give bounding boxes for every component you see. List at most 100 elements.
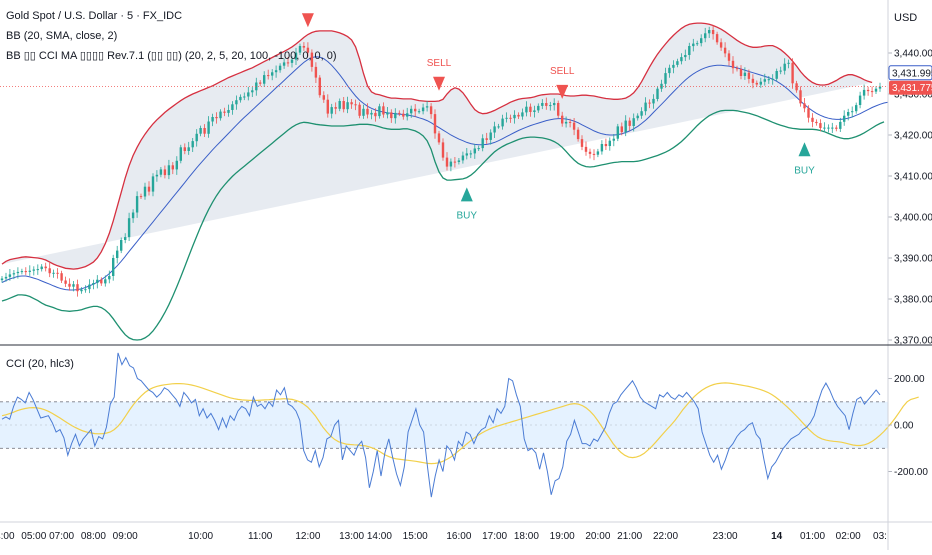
candle-body[interactable] [127,218,131,238]
candle-body[interactable] [747,72,751,79]
candle-body[interactable] [342,101,345,110]
candle-body[interactable] [620,126,623,133]
candle[interactable] [672,60,675,74]
candle-body[interactable] [477,148,480,150]
candle-body[interactable] [390,112,393,119]
candle-body[interactable] [676,61,679,65]
candle[interactable] [787,59,790,69]
candle[interactable] [755,80,758,88]
candle-body[interactable] [704,33,707,39]
candle[interactable] [362,104,365,119]
candle[interactable] [831,122,834,133]
candle[interactable] [378,103,381,119]
candle[interactable] [604,138,608,150]
candle-body[interactable] [370,112,373,115]
candle[interactable] [421,103,425,115]
candle-body[interactable] [743,72,747,76]
candle-body[interactable] [243,96,246,98]
candle[interactable] [56,268,59,279]
candle[interactable] [44,262,47,272]
candle[interactable] [711,25,715,40]
candle[interactable] [632,113,635,132]
candle-body[interactable] [215,117,218,119]
candle-body[interactable] [715,34,719,43]
candle[interactable] [779,66,782,75]
strategy-indicator-legend[interactable]: BB ▯▯ CCI MA ▯▯▯▯ Rev.7.1 (▯▯ ▯▯) (20, 2… [6,50,337,62]
candle-body[interactable] [191,141,194,148]
candle[interactable] [644,97,647,116]
candle[interactable] [592,149,596,161]
candle[interactable] [791,58,794,89]
candle-body[interactable] [235,100,238,105]
candle[interactable] [227,104,230,117]
candle[interactable] [263,71,266,87]
candle-body[interactable] [354,104,357,106]
candle[interactable] [696,40,699,46]
candle-body[interactable] [239,96,242,101]
candle[interactable] [636,113,639,121]
candle-body[interactable] [557,103,560,116]
candle[interactable] [12,270,16,280]
candle-body[interactable] [417,111,421,113]
candle[interactable] [453,157,457,168]
candle-body[interactable] [382,106,385,115]
candle[interactable] [124,233,127,244]
candle[interactable] [187,141,190,155]
candle-body[interactable] [815,121,818,124]
candle[interactable] [477,145,480,151]
candle[interactable] [326,94,329,118]
candle[interactable] [358,102,361,119]
candle-body[interactable] [64,280,67,284]
candle[interactable] [648,99,651,109]
candle[interactable] [549,101,552,111]
candle-body[interactable] [632,118,635,126]
candle-body[interactable] [441,142,445,158]
candle-body[interactable] [541,103,544,106]
candle-body[interactable] [259,82,262,84]
candle[interactable] [580,135,584,151]
candle-body[interactable] [584,146,588,152]
candle[interactable] [469,150,472,159]
candle-body[interactable] [489,132,492,140]
candle-body[interactable] [612,138,615,141]
candle[interactable] [354,99,357,111]
candle[interactable] [847,108,850,121]
candle[interactable] [795,80,798,93]
candle-body[interactable] [771,78,774,80]
candle-body[interactable] [414,108,417,112]
candle[interactable] [457,158,461,165]
candle[interactable] [719,38,723,51]
candle-body[interactable] [131,212,135,219]
candle[interactable] [183,143,186,155]
candle[interactable] [640,107,643,119]
candle[interactable] [72,281,75,292]
candle-body[interactable] [32,269,35,271]
candle-body[interactable] [576,129,580,140]
candle[interactable] [116,245,119,264]
candle[interactable] [334,102,337,115]
candle[interactable] [489,129,492,145]
candle-body[interactable] [616,126,619,139]
candle-body[interactable] [28,270,31,272]
candle[interactable] [366,103,369,119]
candle[interactable] [878,82,882,92]
candle[interactable] [767,76,770,84]
candle-body[interactable] [433,114,437,134]
candle-body[interactable] [211,117,214,122]
candle-body[interactable] [147,186,151,192]
candle[interactable] [231,101,234,115]
candle[interactable] [163,165,167,179]
candle-body[interactable] [84,289,87,291]
candle[interactable] [322,91,325,103]
candle[interactable] [147,181,151,196]
candle[interactable] [318,75,321,98]
candle[interactable] [104,275,107,287]
candle-body[interactable] [644,102,647,112]
candle-body[interactable] [76,284,79,292]
candle-body[interactable] [652,98,655,104]
candle-body[interactable] [255,82,258,91]
candle[interactable] [255,77,258,96]
candle[interactable] [143,182,147,200]
candle-body[interactable] [346,102,349,110]
